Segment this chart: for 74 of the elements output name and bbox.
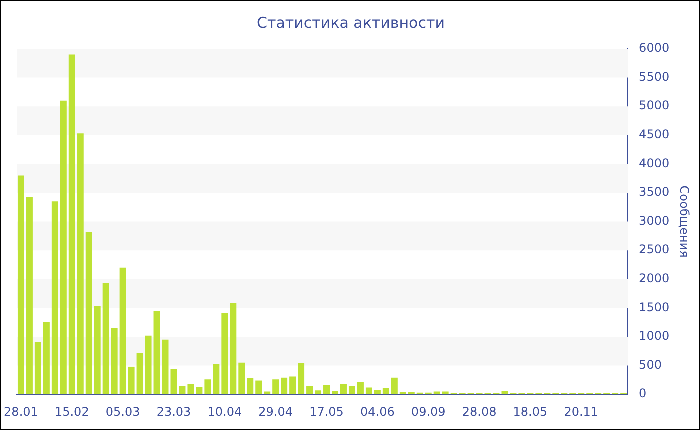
x-tick-label: 28.01	[4, 404, 38, 419]
x-tick-label: 10.04	[208, 404, 242, 419]
bar	[256, 380, 262, 395]
x-tick-label: 15.02	[54, 404, 90, 419]
bar	[94, 306, 101, 395]
bar	[120, 268, 126, 395]
y-tick-label: 5000	[639, 98, 670, 113]
bar	[332, 391, 338, 395]
bar	[382, 388, 390, 395]
bar	[77, 134, 84, 395]
bar	[230, 303, 237, 395]
bar	[213, 364, 220, 395]
bar	[188, 384, 194, 395]
bar	[290, 376, 296, 395]
bar	[18, 176, 24, 395]
bar	[238, 362, 246, 395]
y-tick-label: 3000	[639, 214, 670, 228]
bar	[170, 369, 178, 395]
x-tick-label: 18.05	[513, 404, 548, 419]
bar	[43, 322, 50, 395]
bar	[34, 342, 42, 395]
y-tick-label: 1500	[639, 300, 670, 314]
bar	[324, 385, 330, 395]
bar	[145, 336, 152, 395]
bar	[102, 283, 110, 395]
bar	[366, 388, 372, 395]
x-tick-label: 09.09	[411, 404, 446, 419]
x-tick-label: 04.06	[360, 404, 395, 419]
bar	[357, 382, 364, 395]
bar	[162, 340, 169, 395]
y-tick-label: 6000	[639, 41, 670, 56]
y-tick-label: 4000	[639, 156, 670, 170]
bar	[128, 366, 135, 395]
y-tick-label: 500	[639, 358, 662, 372]
bar	[154, 311, 160, 395]
bar	[136, 353, 144, 395]
chart-title: Статистика активности	[257, 14, 445, 32]
y-tick-label: 1000	[639, 329, 670, 344]
x-tick-label: 29.04	[258, 404, 294, 419]
x-tick-label: 23.03	[156, 404, 192, 419]
bar	[391, 378, 398, 395]
y-tick-label: 4500	[639, 128, 670, 142]
bar	[52, 202, 58, 395]
bar	[298, 363, 305, 395]
y-tick-label: 3500	[639, 185, 670, 200]
x-tick-label: 28.08	[462, 404, 497, 419]
bar	[60, 100, 67, 395]
bar	[340, 384, 347, 395]
bar	[315, 390, 322, 395]
bar	[272, 380, 280, 395]
bar	[442, 392, 449, 395]
y-tick-label: 5500	[639, 70, 670, 84]
y-tick-label: 2000	[639, 272, 670, 286]
bar	[179, 386, 186, 395]
y-tick-label: 0	[639, 386, 647, 401]
bar	[247, 378, 254, 395]
bar	[111, 328, 118, 395]
bar	[68, 54, 76, 395]
bar	[26, 197, 33, 395]
bar	[348, 386, 356, 395]
bar	[204, 380, 212, 395]
y-axis-title: Сообщения	[678, 186, 692, 258]
x-tick-label: 17.05	[310, 404, 344, 419]
bar	[374, 390, 381, 395]
bar	[196, 387, 203, 395]
x-tick-label: 05.03	[106, 404, 140, 419]
bar	[222, 313, 228, 395]
bar	[281, 378, 288, 395]
x-tick-label: 20.11	[564, 404, 599, 419]
bar	[306, 386, 314, 395]
bar	[86, 232, 92, 395]
y-tick-label: 2500	[639, 242, 670, 257]
bar	[434, 392, 440, 395]
bar	[264, 392, 271, 395]
